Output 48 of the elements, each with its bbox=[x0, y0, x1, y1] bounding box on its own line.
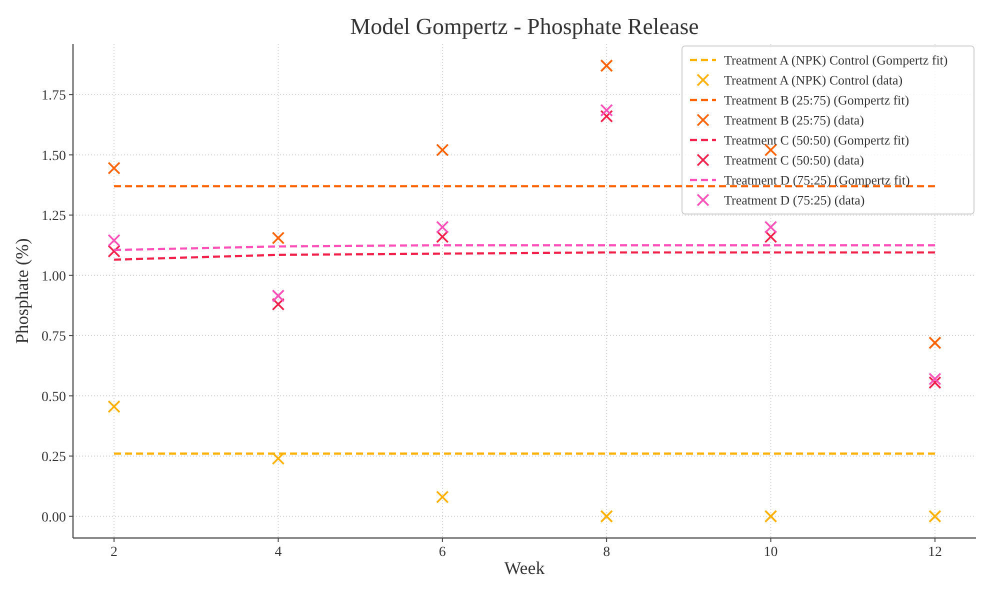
x-tick-label: 4 bbox=[274, 545, 282, 560]
legend-label: Treatment D (75:25) (Gompertz fit) bbox=[724, 172, 910, 188]
point bbox=[272, 289, 285, 302]
point bbox=[600, 59, 613, 72]
point bbox=[600, 104, 613, 117]
y-tick-label: 1.00 bbox=[42, 269, 66, 284]
y-tick-label: 1.75 bbox=[42, 88, 66, 104]
x-tick-label: 10 bbox=[764, 545, 778, 560]
legend-label: Treatment D (75:25) (data) bbox=[724, 192, 865, 208]
legend-label: Treatment C (50:50) (data) bbox=[724, 152, 864, 168]
point bbox=[764, 230, 778, 244]
legend-label: Treatment C (50:50) (Gompertz fit) bbox=[724, 132, 910, 148]
point bbox=[928, 510, 942, 523]
y-tick-label: 0.25 bbox=[42, 450, 66, 466]
point bbox=[436, 220, 449, 234]
point bbox=[928, 376, 942, 389]
point bbox=[436, 490, 449, 504]
point bbox=[764, 220, 778, 234]
y-axis-title: Phosphate (%) bbox=[12, 238, 32, 344]
x-tick-label: 12 bbox=[928, 545, 942, 560]
point bbox=[108, 162, 120, 174]
legend-label: Treatment A (NPK) Control (data) bbox=[724, 72, 903, 88]
chart-title: Model Gompertz - Phosphate Release bbox=[350, 14, 699, 39]
legend-label: Treatment A (NPK) Control (Gompertz fit) bbox=[724, 52, 948, 68]
y-tick-label: 0.50 bbox=[42, 390, 66, 405]
y-tick-label: 1.50 bbox=[42, 148, 66, 164]
point bbox=[436, 230, 449, 244]
point bbox=[436, 144, 449, 156]
point bbox=[600, 110, 613, 123]
y-tick-label: 0.00 bbox=[42, 510, 66, 526]
point bbox=[108, 234, 120, 247]
x-tick-label: 6 bbox=[438, 545, 446, 560]
point bbox=[928, 336, 942, 350]
point bbox=[764, 510, 778, 523]
point bbox=[108, 400, 120, 414]
x-tick-label: 8 bbox=[603, 545, 610, 560]
x-axis-title: Week bbox=[504, 558, 545, 578]
legend-label: Treatment B (25:75) (Gompertz fit) bbox=[724, 92, 910, 108]
point bbox=[272, 298, 285, 311]
x-tick-label: 2 bbox=[110, 545, 118, 560]
y-tick-label: 0.75 bbox=[42, 330, 66, 345]
point bbox=[272, 232, 285, 244]
y-tick-label: 1.25 bbox=[42, 209, 66, 224]
point bbox=[272, 452, 285, 465]
point bbox=[928, 372, 942, 386]
legend-label: Treatment B (25:75) (data) bbox=[724, 112, 864, 128]
point bbox=[108, 244, 120, 258]
point bbox=[600, 510, 613, 523]
